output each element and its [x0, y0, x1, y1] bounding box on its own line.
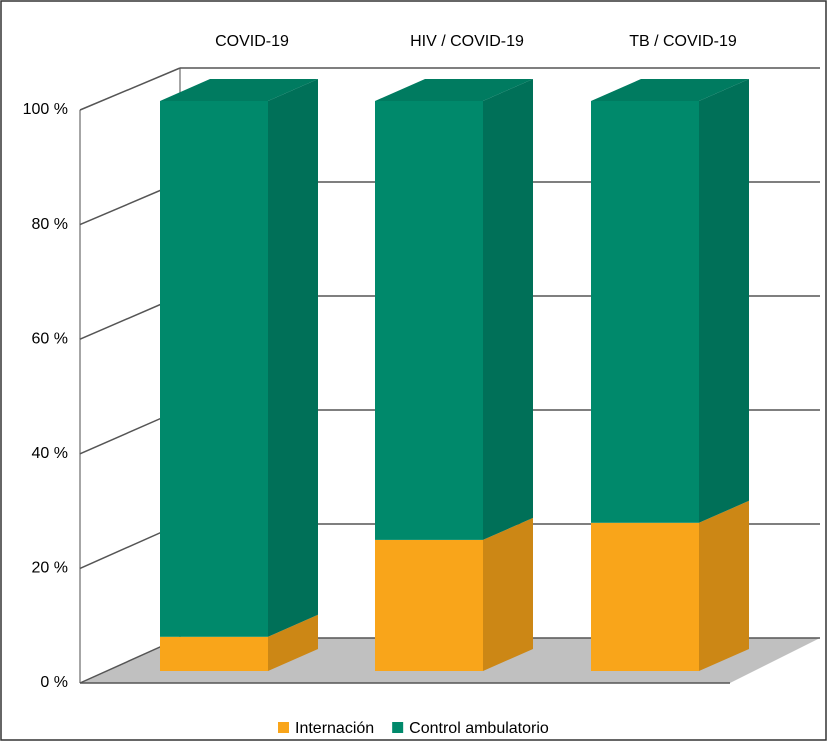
bar-top	[591, 79, 749, 101]
legend-label: Control ambulatorio	[409, 720, 549, 737]
bar	[160, 101, 268, 637]
y-tick-label: 100 %	[23, 101, 68, 118]
bar-side	[699, 79, 749, 523]
bar-side	[483, 517, 533, 671]
x-tick-label: COVID-19	[215, 33, 289, 50]
bar	[591, 522, 699, 671]
bar-side	[268, 614, 318, 671]
legend-swatch	[392, 722, 404, 733]
bar-top	[160, 79, 318, 101]
bar-top	[375, 79, 533, 101]
x-tick-label: TB / COVID-19	[629, 33, 737, 50]
legend-swatch	[278, 722, 289, 733]
y-tick-label: 40 %	[32, 445, 68, 462]
bar-side	[699, 500, 749, 671]
bar	[160, 636, 268, 671]
y-tick-label: 60 %	[32, 330, 68, 347]
x-tick-label: HIV / COVID-19	[410, 33, 524, 50]
bar	[375, 101, 483, 540]
legend-label: Internación	[295, 720, 374, 737]
y-tick-label: 80 %	[32, 216, 68, 233]
y-tick-label: 20 %	[32, 560, 68, 577]
bar-side	[483, 79, 533, 540]
bar	[591, 101, 699, 523]
grid-line-side	[79, 67, 181, 111]
y-tick-label: 0 %	[40, 674, 68, 691]
bar-side	[268, 79, 318, 637]
bar	[375, 539, 483, 671]
